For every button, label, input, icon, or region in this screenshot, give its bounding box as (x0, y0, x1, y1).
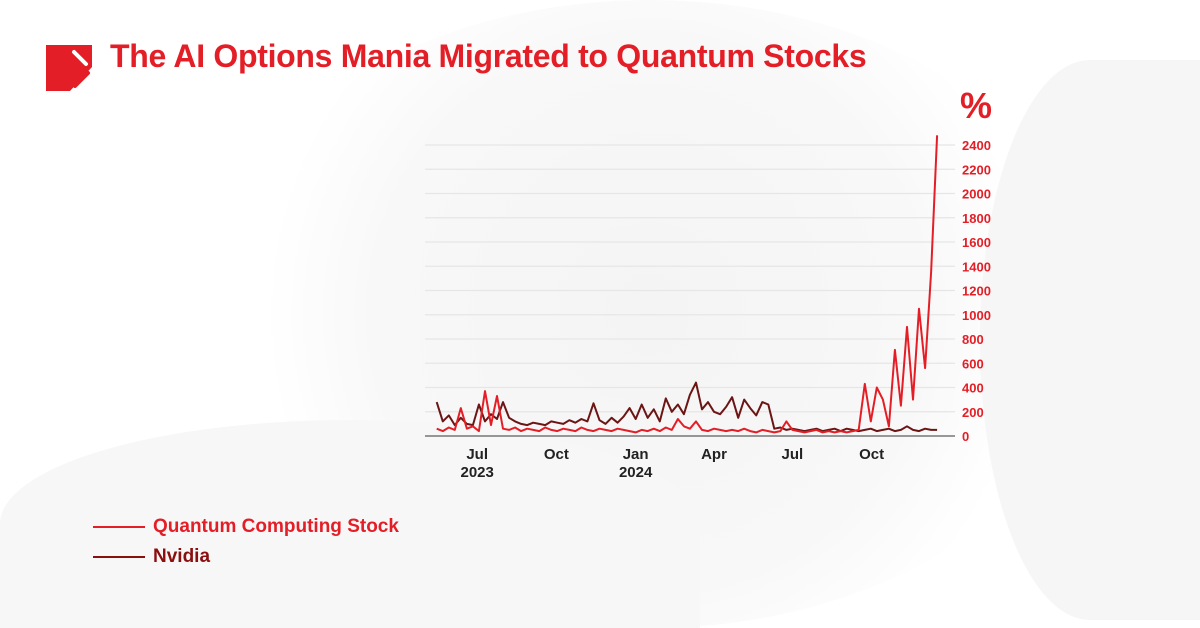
y-tick-label: 0 (962, 429, 969, 444)
legend-label: Quantum Computing Stock (153, 516, 399, 537)
y-tick-label: 400 (962, 381, 984, 396)
legend: Quantum Computing Stock Nvidia (93, 512, 399, 572)
legend-item-nvidia: Nvidia (93, 542, 399, 572)
y-tick-label: 600 (962, 356, 984, 371)
x-tick-label: Apr (701, 446, 727, 463)
logo-icon (46, 45, 92, 91)
y-tick-label: 1000 (962, 308, 991, 323)
y-tick-label: 2000 (962, 187, 991, 202)
x-tick-year-label: 2024 (619, 464, 653, 481)
y-axis-unit: % (960, 85, 992, 126)
series-line-quantum-computing-stock (436, 135, 939, 434)
y-tick-label: 1600 (962, 235, 991, 250)
background-shape (980, 60, 1200, 620)
legend-swatch (93, 556, 145, 558)
y-tick-label: 2400 (962, 138, 991, 153)
x-tick-year-label: 2023 (460, 464, 493, 481)
legend-item-quantum: Quantum Computing Stock (93, 512, 399, 542)
y-tick-label: 1800 (962, 211, 991, 226)
legend-swatch (93, 526, 145, 528)
y-tick-label: 800 (962, 332, 984, 347)
page-title: The AI Options Mania Migrated to Quantum… (110, 38, 867, 74)
legend-label: Nvidia (153, 546, 211, 567)
x-tick-label: Jul (466, 446, 488, 463)
y-tick-label: 200 (962, 405, 984, 420)
y-tick-label: 1400 (962, 259, 991, 274)
x-tick-label: Jan (623, 446, 649, 463)
y-tick-label: 2200 (962, 162, 991, 177)
x-tick-label: Oct (859, 446, 884, 463)
background-shape (0, 420, 700, 628)
y-tick-label: 1200 (962, 284, 991, 299)
x-tick-label: Oct (544, 446, 569, 463)
x-tick-label: Jul (782, 446, 804, 463)
